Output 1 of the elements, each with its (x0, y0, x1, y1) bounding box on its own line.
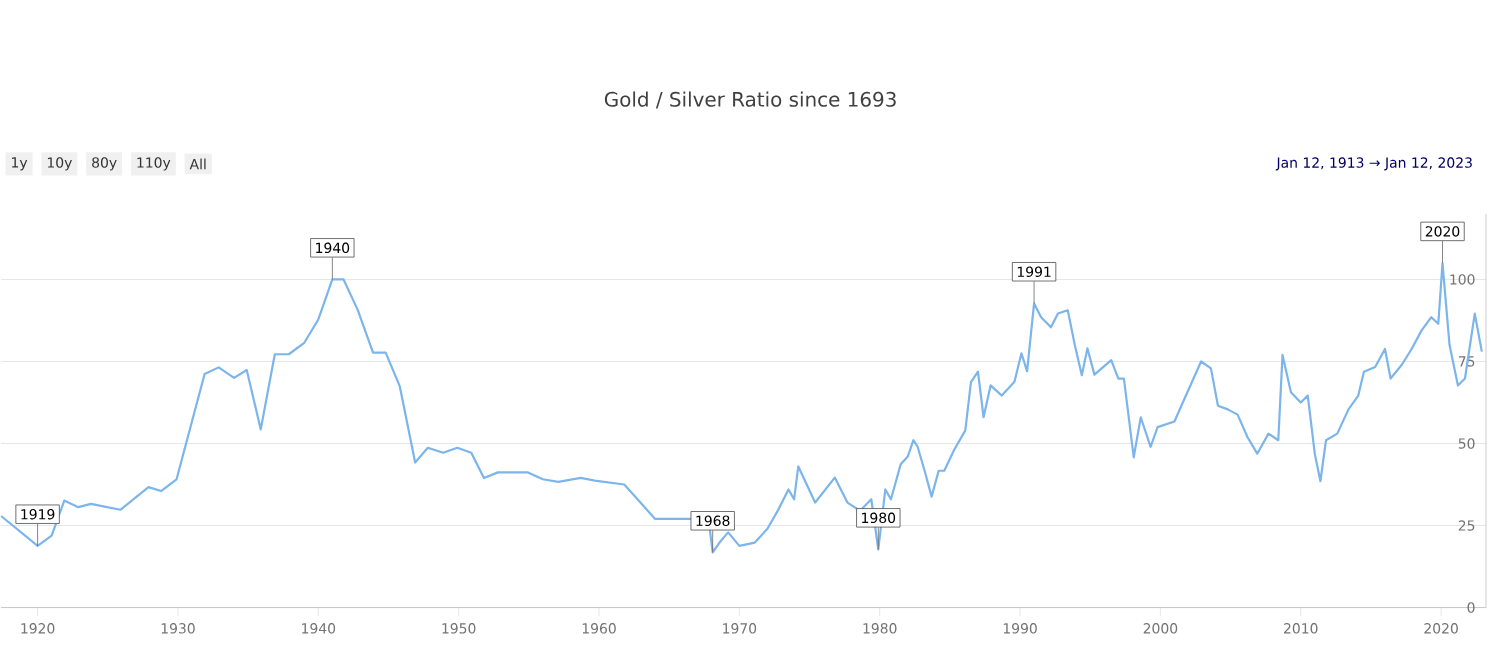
chart-title: Gold / Silver Ratio since 1693 (604, 91, 896, 109)
